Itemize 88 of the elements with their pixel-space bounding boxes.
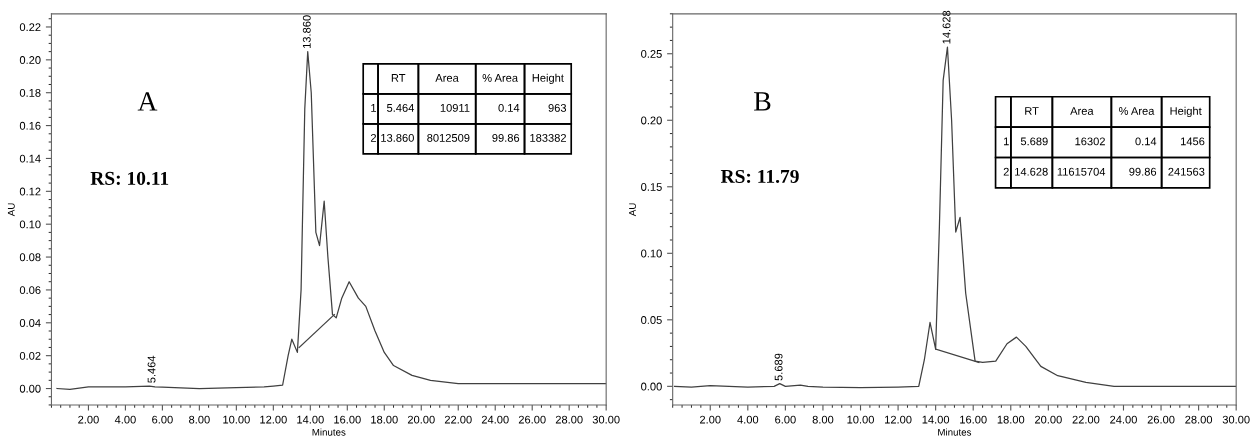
y-tick-label: 0.16 (19, 121, 41, 130)
x-tick-label: 2.00 (699, 415, 721, 424)
annotation: Height (1170, 106, 1202, 118)
annotation: 8012509 (427, 133, 470, 142)
x-tick-label: 16.00 (960, 415, 987, 424)
y-tick-label: 0.04 (19, 319, 41, 327)
annotation: 5.689 (1020, 137, 1048, 146)
annotation: 1456 (1181, 137, 1205, 146)
x-axis-title: Minutes (938, 428, 972, 436)
x-tick-label: 6.00 (775, 415, 796, 424)
annotation: 14.628 (1015, 167, 1048, 176)
x-tick-label: 10.00 (847, 415, 874, 424)
y-tick-label: 0.14 (19, 154, 41, 163)
annotation: RT (391, 74, 406, 82)
annotation: Height (532, 73, 564, 85)
y-tick-label: 0.20 (19, 56, 41, 64)
x-tick-label: 30.00 (592, 415, 620, 424)
y-axis-title: AU (7, 203, 15, 217)
x-axis-title: Minutes (312, 428, 346, 436)
x-tick-label: 10.00 (223, 415, 250, 424)
annotation: % Area (1118, 107, 1155, 115)
x-tick-label: 22.00 (1072, 415, 1100, 424)
annotation: 10911 (440, 103, 470, 112)
x-tick-label: 18.00 (997, 415, 1025, 424)
annotation: 1 (1004, 137, 1009, 146)
annotation: Area (435, 74, 459, 82)
annotation: 5.689 (774, 353, 783, 381)
y-tick-label: 0.10 (641, 249, 662, 258)
annotation: 13.860 (302, 15, 311, 48)
x-tick-label: 4.00 (737, 415, 759, 424)
x-tick-label: 14.00 (297, 415, 324, 424)
x-tick-label: 8.00 (189, 415, 210, 424)
x-tick-label: 16.00 (334, 415, 361, 424)
x-tick-label: 4.00 (114, 415, 136, 424)
annotation: 5.464 (387, 103, 415, 112)
x-tick-label: 14.00 (922, 415, 950, 424)
annotation: 2 (370, 133, 377, 142)
x-tick-label: 6.00 (152, 415, 173, 424)
annotation: Area (1070, 107, 1094, 115)
y-tick-label: 0.22 (19, 23, 41, 32)
x-tick-label: 20.00 (1035, 415, 1062, 424)
y-tick-label: 0.08 (19, 253, 41, 262)
x-tick-label: 28.00 (1185, 415, 1213, 424)
x-tick-label: 2.00 (78, 415, 99, 424)
annotation: % Area (482, 74, 519, 82)
annotation: B (754, 92, 771, 111)
y-tick-label: 0.25 (641, 50, 662, 58)
x-tick-label: 22.00 (444, 415, 472, 424)
y-tick-label: 0.20 (641, 116, 662, 125)
y-tick-label: 0.10 (19, 220, 41, 229)
annotation: 5.464 (147, 355, 156, 383)
x-tick-label: 20.00 (407, 415, 435, 424)
annotation: 241563 (1168, 167, 1205, 176)
y-tick-label: 0.06 (19, 286, 41, 295)
annotation: RT (1025, 107, 1039, 115)
annotation: RS: 11.79 (720, 169, 799, 184)
annotation: 99.86 (492, 133, 520, 142)
y-tick-label: 0.12 (19, 187, 41, 196)
y-tick-label: 0.00 (19, 384, 41, 393)
y-tick-label: 0.05 (641, 316, 662, 324)
x-tick-label: 24.00 (1110, 415, 1137, 424)
x-tick-label: 26.00 (1147, 415, 1175, 424)
annotation: 99.86 (1129, 167, 1157, 176)
annotation: 14.628 (942, 10, 951, 44)
x-tick-label: 26.00 (518, 415, 546, 424)
x-tick-label: 12.00 (260, 415, 287, 424)
x-tick-label: 28.00 (555, 415, 583, 424)
annotation: 16302 (1075, 137, 1105, 146)
annotation: 13.860 (381, 133, 414, 142)
y-tick-label: 0.18 (19, 88, 41, 97)
annotation: 0.14 (1135, 137, 1157, 146)
x-tick-label: 18.00 (371, 415, 398, 424)
x-tick-label: 30.00 (1222, 415, 1250, 424)
y-tick-label: 0.15 (641, 183, 662, 191)
x-tick-label: 24.00 (481, 415, 509, 424)
annotation: 11615704 (1057, 167, 1106, 176)
x-tick-label: 12.00 (885, 415, 912, 424)
annotation: RS: 10.11 (90, 171, 169, 186)
x-tick-label: 8.00 (812, 415, 834, 424)
y-tick-label: 0.02 (19, 351, 41, 360)
y-axis-title: AU (629, 203, 636, 217)
annotation: 2 (1003, 167, 1009, 176)
annotation: 1 (371, 104, 377, 112)
annotation: 963 (548, 103, 567, 112)
annotation: A (137, 92, 158, 111)
annotation: 0.14 (498, 103, 520, 112)
annotation: 183382 (530, 133, 566, 142)
y-tick-label: 0.00 (641, 382, 662, 391)
